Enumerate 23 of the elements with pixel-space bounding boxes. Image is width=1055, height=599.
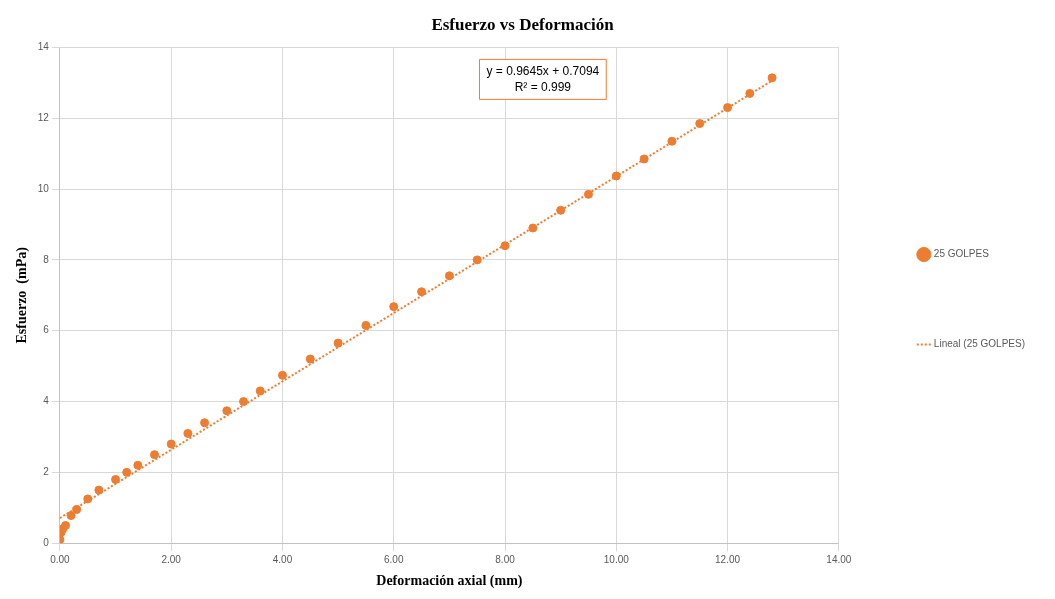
y-tick-label: 4 (43, 395, 50, 407)
x-tick-label: 12.00 (715, 553, 741, 565)
x-tick-label: 0.00 (50, 553, 71, 565)
chart-title: Esfuerzo vs Deformación (431, 14, 615, 34)
y-tick-label: 6 (43, 324, 50, 336)
x-tick-label: 8.00 (495, 553, 516, 565)
x-tick-label: 4.00 (272, 553, 293, 565)
y-tick-label: 8 (43, 253, 50, 265)
y-tick-label: 12 (37, 111, 50, 123)
x-tick-label: 14.00 (826, 553, 852, 565)
y-axis-title: Esfuerzo (mPa) (14, 246, 31, 344)
legend-label: Lineal (25 GOLPES) (933, 338, 1026, 350)
x-tick-label: 10.00 (603, 553, 630, 565)
x-tick-label: 2.00 (161, 553, 182, 565)
x-tick-label: 6.00 (384, 553, 404, 565)
y-tick-label: 2 (43, 466, 50, 478)
annotation: R² = 0.999 (514, 79, 572, 94)
y-tick-label: 10 (37, 182, 50, 194)
x-axis-title: Deformación axial (mm) (376, 573, 523, 590)
y-tick-label: 14 (37, 41, 50, 53)
y-tick-label: 0 (43, 536, 50, 548)
annotation: y = 0.9645x + 0.7094 (486, 63, 600, 78)
legend-label: 25 GOLPES (933, 248, 990, 260)
